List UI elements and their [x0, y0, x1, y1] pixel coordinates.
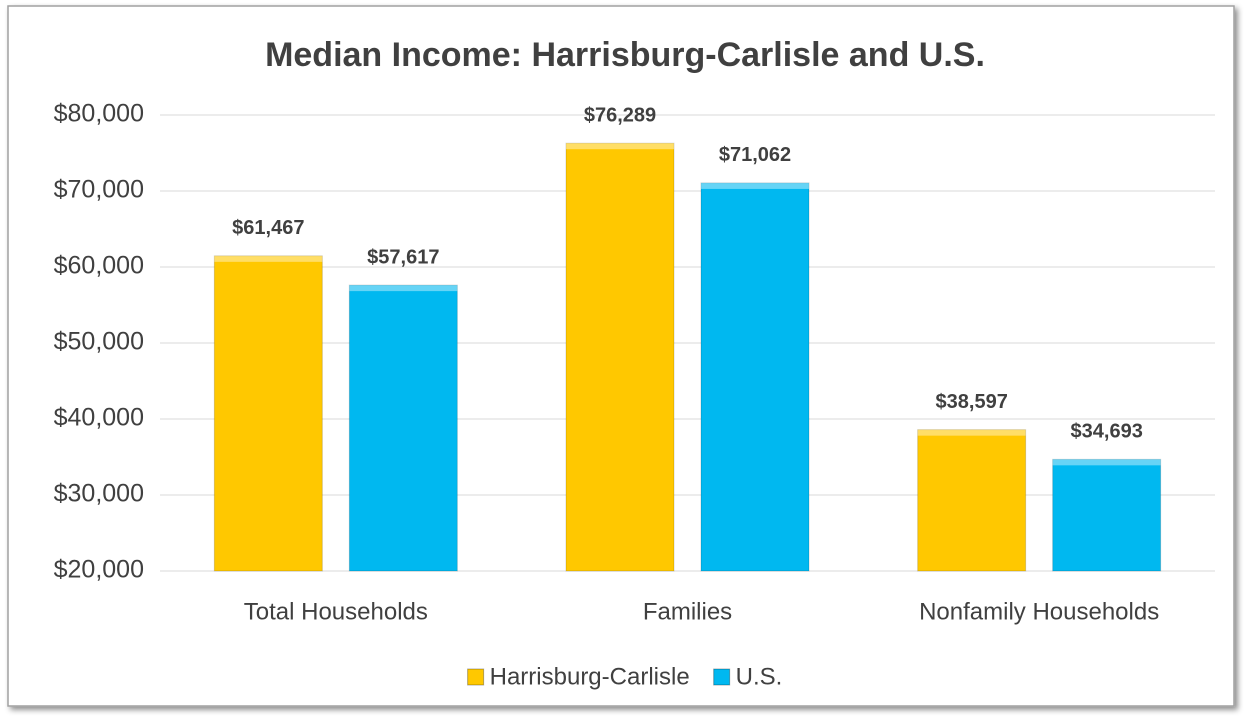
y-tick-label: $20,000 — [54, 556, 144, 584]
y-tick-label: $60,000 — [54, 252, 144, 280]
bar — [1052, 458, 1162, 572]
value-label: $61,467 — [232, 217, 304, 239]
y-tick-label: $70,000 — [54, 176, 144, 204]
y-tick-label: $40,000 — [54, 404, 144, 432]
bar-highlight — [917, 429, 1026, 436]
bar-highlight — [349, 285, 458, 292]
value-label: $38,597 — [936, 391, 1008, 413]
bar-highlight — [214, 255, 323, 262]
bar — [348, 284, 458, 572]
x-tick-label: Families — [643, 598, 732, 625]
chart-title: Median Income: Harrisburg-Carlisle and U… — [265, 36, 985, 74]
bar — [213, 255, 323, 572]
x-tick-label: Total Households — [244, 598, 428, 625]
value-label: $34,693 — [1071, 421, 1143, 443]
value-label: $57,617 — [367, 246, 439, 268]
legend-label: U.S. — [736, 663, 783, 690]
legend-label: Harrisburg-Carlisle — [490, 663, 690, 690]
y-tick-label: $50,000 — [54, 328, 144, 356]
y-tick-label: $80,000 — [54, 100, 144, 128]
bar-highlight — [1052, 459, 1161, 466]
value-label: $76,289 — [584, 104, 656, 126]
bar — [565, 142, 675, 572]
legend-swatch — [713, 668, 731, 686]
bar — [917, 429, 1027, 572]
bar — [700, 182, 810, 572]
value-label: $71,062 — [719, 144, 791, 166]
bar-highlight — [701, 182, 809, 189]
legend-swatch — [467, 668, 485, 686]
x-tick-label: Nonfamily Households — [919, 598, 1159, 625]
y-tick-label: $30,000 — [54, 480, 144, 508]
bar-highlight — [566, 143, 674, 150]
